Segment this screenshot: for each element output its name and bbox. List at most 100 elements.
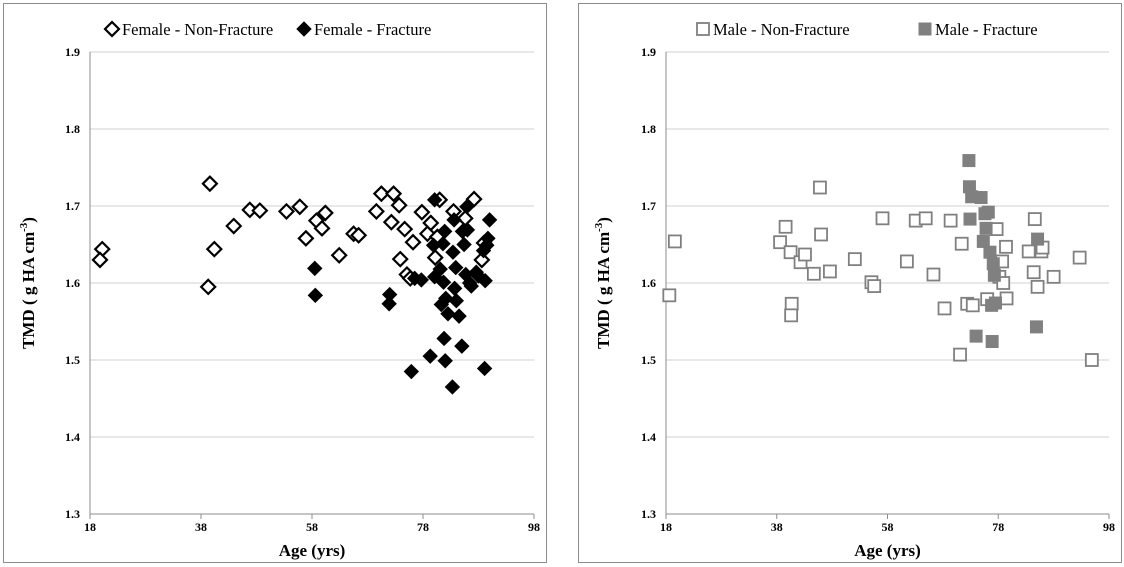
data-point	[1027, 212, 1042, 226]
x-axis-title: Age (yrs)	[854, 541, 921, 560]
data-point	[381, 296, 397, 312]
legend-marker	[918, 22, 932, 36]
data-point	[875, 211, 890, 226]
data-point	[413, 272, 430, 288]
series-0-points	[662, 180, 1099, 367]
y-axis-title-close: )	[594, 217, 613, 223]
data-point	[983, 245, 997, 259]
data-point	[251, 202, 269, 220]
x-tick-label: 38	[771, 520, 783, 534]
data-point	[297, 229, 315, 247]
y-tick-label: 1.3	[65, 507, 80, 521]
data-point	[372, 185, 390, 203]
x-tick-label: 38	[195, 520, 207, 534]
data-point	[773, 235, 787, 250]
y-tick-label: 1.5	[65, 353, 80, 367]
data-point	[1046, 269, 1061, 284]
legend-label: Female - Fracture	[314, 20, 431, 39]
data-point	[422, 214, 440, 232]
y-axis-title-close: )	[19, 217, 38, 223]
data-point	[435, 274, 452, 290]
legend-marker	[696, 22, 710, 36]
data-point	[943, 213, 958, 228]
data-point	[985, 335, 999, 349]
y-axis-title: TMD ( g HA cm-3)	[593, 217, 613, 349]
data-point	[432, 261, 448, 277]
data-point	[330, 246, 348, 264]
data-point	[199, 278, 217, 296]
data-point	[1026, 265, 1041, 280]
y-tick-label: 1.8	[641, 122, 656, 136]
y-axis-title-main: TMD ( g HA cm	[19, 232, 38, 349]
data-point	[953, 347, 967, 362]
data-point	[446, 212, 462, 228]
y-tick-label: 1.8	[65, 122, 80, 136]
data-point	[1084, 353, 1099, 367]
data-point	[965, 298, 980, 313]
data-point	[291, 198, 309, 216]
x-tick-label: 78	[417, 520, 429, 534]
data-point	[814, 227, 828, 242]
data-point	[954, 236, 969, 251]
legend-label: Male - Fracture	[935, 20, 1038, 39]
data-point	[456, 209, 474, 227]
data-point	[981, 205, 995, 219]
x-tick-label: 18	[84, 520, 96, 534]
data-point	[899, 254, 914, 269]
y-tick-label: 1.4	[65, 430, 80, 444]
legend-marker	[103, 20, 121, 38]
x-tick-label: 98	[528, 520, 540, 534]
y-tick-label: 1.6	[65, 276, 80, 290]
legend: Female - Non-Fracture Female - Fracture	[103, 20, 431, 39]
data-point	[1021, 244, 1036, 259]
data-point	[426, 192, 443, 208]
x-tick-label: 58	[306, 520, 318, 534]
y-tick-label: 1.3	[641, 507, 656, 521]
data-point	[225, 217, 243, 235]
data-point	[459, 199, 475, 215]
data-point	[404, 233, 422, 251]
data-point	[784, 308, 799, 323]
y-tick-label: 1.4	[641, 430, 656, 444]
legend: Male - Non-Fracture Male - Fracture	[696, 20, 1038, 39]
data-point	[307, 260, 323, 277]
series-1-points	[962, 154, 1045, 349]
chart-panel-male: 1.3 1.4 1.5 1.6 1.7 1.8 1.9 18 38 58 78 98 Age (yrs)…	[578, 3, 1122, 563]
y-tick-label: 1.5	[641, 353, 656, 367]
data-point	[976, 234, 990, 248]
data-point	[448, 259, 464, 276]
data-point	[962, 154, 976, 168]
data-point	[445, 244, 461, 260]
data-point	[382, 213, 400, 231]
data-point	[396, 220, 414, 238]
data-point	[307, 287, 324, 304]
x-axis-title: Age (yrs)	[279, 541, 346, 560]
data-point	[778, 219, 793, 234]
data-point	[205, 240, 223, 258]
data-point	[436, 223, 453, 240]
data-point	[385, 185, 403, 203]
data-point	[783, 245, 798, 260]
data-point	[926, 267, 941, 282]
data-point	[367, 202, 385, 220]
data-point	[390, 196, 408, 214]
data-point	[350, 226, 368, 244]
data-point	[784, 296, 799, 311]
data-point	[662, 288, 677, 303]
data-point	[456, 236, 472, 253]
data-point	[1029, 320, 1043, 334]
data-point	[999, 291, 1014, 306]
data-point	[987, 268, 1001, 282]
male-tmd-scatter: 1.3 1.4 1.5 1.6 1.7 1.8 1.9 18 38 58 78 98 Age (yrs)…	[593, 20, 1115, 560]
data-point	[426, 249, 444, 267]
x-tick-label: 78	[992, 520, 1004, 534]
y-axis-title-main: TMD ( g HA cm	[594, 232, 613, 349]
data-point	[277, 202, 296, 220]
data-point	[918, 211, 933, 226]
data-point	[1072, 250, 1087, 265]
data-point	[823, 264, 837, 279]
data-point	[969, 329, 983, 343]
y-tick-label: 1.6	[641, 276, 656, 290]
data-point	[403, 363, 420, 380]
series-1-points	[307, 192, 498, 395]
